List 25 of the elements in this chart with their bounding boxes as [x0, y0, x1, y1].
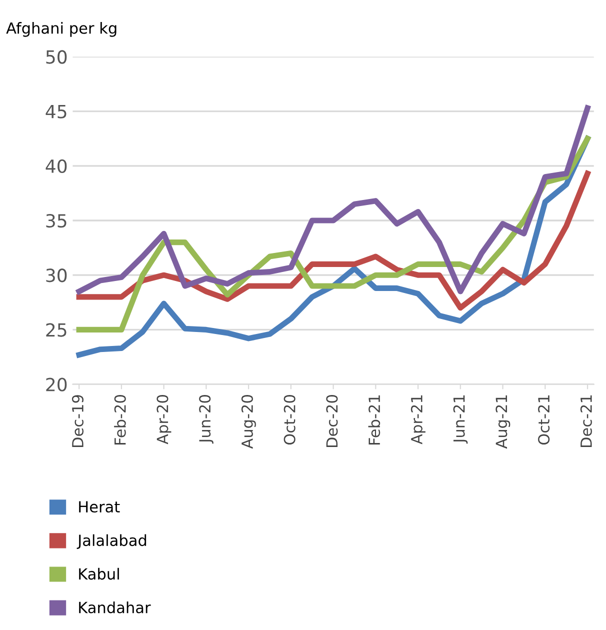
- y-tick-label: 25: [46, 323, 66, 337]
- x-tick-label: Jun-20: [199, 395, 214, 444]
- y-tick-label: 45: [46, 104, 66, 118]
- y-tick-label: 20: [46, 378, 67, 392]
- legend-label: Jalalabad: [76, 534, 146, 549]
- x-tick-label: Oct-20: [284, 395, 296, 445]
- x-tick-label: Feb-21: [368, 395, 380, 445]
- x-tick-label: Apr-21: [410, 395, 426, 444]
- y-tick-label: 30: [46, 268, 67, 282]
- x-tick-label: Dec-20: [326, 395, 338, 448]
- y-tick-label: 50: [46, 50, 67, 64]
- x-tick-label: Aug-21: [496, 395, 510, 449]
- x-tick-label: Oct-21: [538, 395, 550, 445]
- y-tick-label: 40: [46, 159, 67, 174]
- legend-label: Kandahar: [79, 601, 151, 614]
- legend-label: Herat: [79, 501, 120, 513]
- x-tick-label: Jun-21: [453, 395, 468, 444]
- y-tick-label: 35: [46, 214, 66, 228]
- x-tick-label: Apr-20: [156, 395, 172, 444]
- x-tick-label: Feb-20: [114, 395, 126, 445]
- x-tick-label: Dec-19: [72, 395, 84, 448]
- y-axis-title: Afghani per kg: [6, 22, 116, 37]
- x-tick-label: Dec-21: [580, 395, 592, 448]
- legend-label: Kabul: [79, 568, 119, 580]
- x-tick-label: Aug-20: [241, 395, 256, 449]
